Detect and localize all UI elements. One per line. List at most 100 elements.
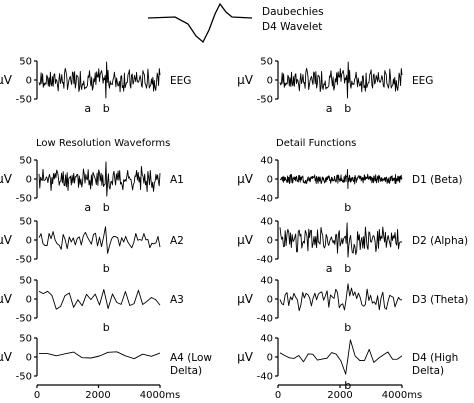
y-tick-label-d3-0: 40	[260, 276, 273, 287]
y-unit-d3: μV	[237, 292, 254, 306]
y-tick-label-a3-2: -50	[16, 314, 32, 325]
x-tick-left-0: 0	[34, 390, 40, 401]
marker-a-eeg-left: a	[84, 102, 91, 115]
trace-d4	[279, 339, 403, 375]
y-tick-label-eeg-right-1: 0	[267, 76, 273, 87]
trace-label-a4-1: Delta)	[170, 365, 202, 377]
y-tick-label-eeg-left-2: -50	[16, 95, 32, 106]
x-tick-right-4000: 4000ms	[382, 390, 422, 401]
trace-label-eeg-left-0: EEG	[170, 75, 191, 87]
x-tick-left-4000: 4000ms	[140, 390, 180, 401]
y-unit-eeg-right: μV	[237, 73, 254, 87]
y-tick-label-d4-2: -40	[257, 372, 273, 383]
y-tick-label-a2-0: 50	[19, 217, 32, 228]
x-axis-right	[277, 384, 403, 388]
y-tick-label-eeg-right-2: -50	[257, 95, 273, 106]
wavelet-name-line2: D4 Wavelet	[262, 21, 322, 33]
y-tick-label-a3-1: 0	[26, 295, 32, 306]
y-unit-d2: μV	[237, 233, 254, 247]
trace-label-a4-0: A4 (Low	[170, 352, 212, 364]
y-tick-label-eeg-left-0: 50	[19, 57, 32, 68]
x-axis-left	[36, 384, 161, 388]
trace-label-a1-0: A1	[170, 174, 184, 186]
shared-x-axis-labels: 0 2000 4000ms 0 2000 4000ms	[34, 390, 422, 401]
y-tick-label-d2-1: 0	[267, 236, 273, 247]
y-unit-d1: μV	[237, 172, 254, 186]
y-tick-label-a2-2: -50	[16, 255, 32, 266]
y-tick-label-a3-0: 50	[19, 276, 32, 287]
y-tick-label-a1-0: 50	[19, 156, 32, 167]
trace-label-eeg-right-0: EEG	[412, 75, 433, 87]
y-tick-label-eeg-right-0: 50	[260, 57, 273, 68]
trace-label-d1-0: D1 (Beta)	[412, 174, 463, 186]
y-unit-a1: μV	[0, 172, 13, 186]
y-tick-label-d2-0: 40	[260, 217, 273, 228]
y-tick-label-d1-2: -40	[257, 194, 273, 205]
marker-a-eeg-right: a	[326, 102, 333, 115]
y-tick-label-a1-2: -50	[16, 194, 32, 205]
y-tick-label-eeg-left-1: 0	[26, 76, 32, 87]
marker-b-d3: b	[344, 321, 351, 334]
trace-eeg-left	[38, 61, 161, 99]
y-tick-label-d1-1: 0	[267, 175, 273, 186]
marker-b-a1: b	[103, 201, 110, 214]
trace-label-a2-0: A2	[170, 235, 184, 247]
trace-label-a3-0: A3	[170, 294, 184, 306]
trace-a3	[38, 289, 161, 310]
y-tick-label-d3-1: 0	[267, 295, 273, 306]
x-tick-right-2000: 2000	[327, 390, 352, 401]
trace-d1	[279, 169, 403, 189]
right-column-header: Detail Functions	[276, 138, 356, 149]
y-tick-label-d2-2: -40	[257, 255, 273, 266]
y-unit-eeg-left: μV	[0, 73, 13, 87]
marker-b-a2: b	[103, 262, 110, 275]
y-tick-label-a4-0: 50	[19, 334, 32, 345]
marker-b-eeg-left: b	[103, 102, 110, 115]
left-column-header: Low Resolution Waveforms	[36, 138, 170, 149]
marker-a-d2: a	[326, 262, 333, 275]
marker-b-d2: b	[344, 262, 351, 275]
wavelet-name-line1: Daubechies	[262, 6, 324, 18]
trace-d3	[279, 283, 402, 312]
marker-b-eeg-right: b	[344, 102, 351, 115]
daubechies-wavelet-shape: Daubechies D4 Wavelet	[147, 2, 324, 44]
trace-a2	[38, 226, 161, 254]
trace-label-d4-1: Delta)	[412, 365, 444, 377]
y-tick-label-a2-1: 0	[26, 236, 32, 247]
marker-a-a1: a	[84, 201, 91, 214]
trace-label-d4-0: D4 (High	[412, 352, 458, 364]
marker-b-d1: b	[344, 201, 351, 214]
y-tick-label-d3-2: -40	[257, 314, 273, 325]
y-tick-label-d4-1: 0	[267, 353, 273, 364]
trace-label-d3-0: D3 (Theta)	[412, 294, 468, 306]
x-tick-right-0: 0	[275, 390, 281, 401]
marker-b-a3: b	[103, 321, 110, 334]
trace-a1	[38, 161, 161, 197]
y-tick-label-a1-1: 0	[26, 175, 32, 186]
y-unit-d4: μV	[237, 350, 254, 364]
trace-label-d2-0: D2 (Alpha)	[412, 235, 468, 247]
y-unit-a3: μV	[0, 292, 13, 306]
wavelet-curve	[147, 2, 253, 44]
y-tick-label-a4-2: -50	[16, 372, 32, 383]
y-tick-label-d4-0: 40	[260, 334, 273, 345]
trace-eeg-right	[279, 61, 403, 99]
trace-a4	[38, 351, 161, 360]
y-unit-a2: μV	[0, 233, 13, 247]
x-tick-left-2000: 2000	[85, 390, 110, 401]
y-tick-label-d1-0: 40	[260, 156, 273, 167]
y-tick-label-a4-1: 0	[26, 353, 32, 364]
trace-d2	[279, 222, 403, 258]
y-unit-a4: μV	[0, 350, 13, 364]
